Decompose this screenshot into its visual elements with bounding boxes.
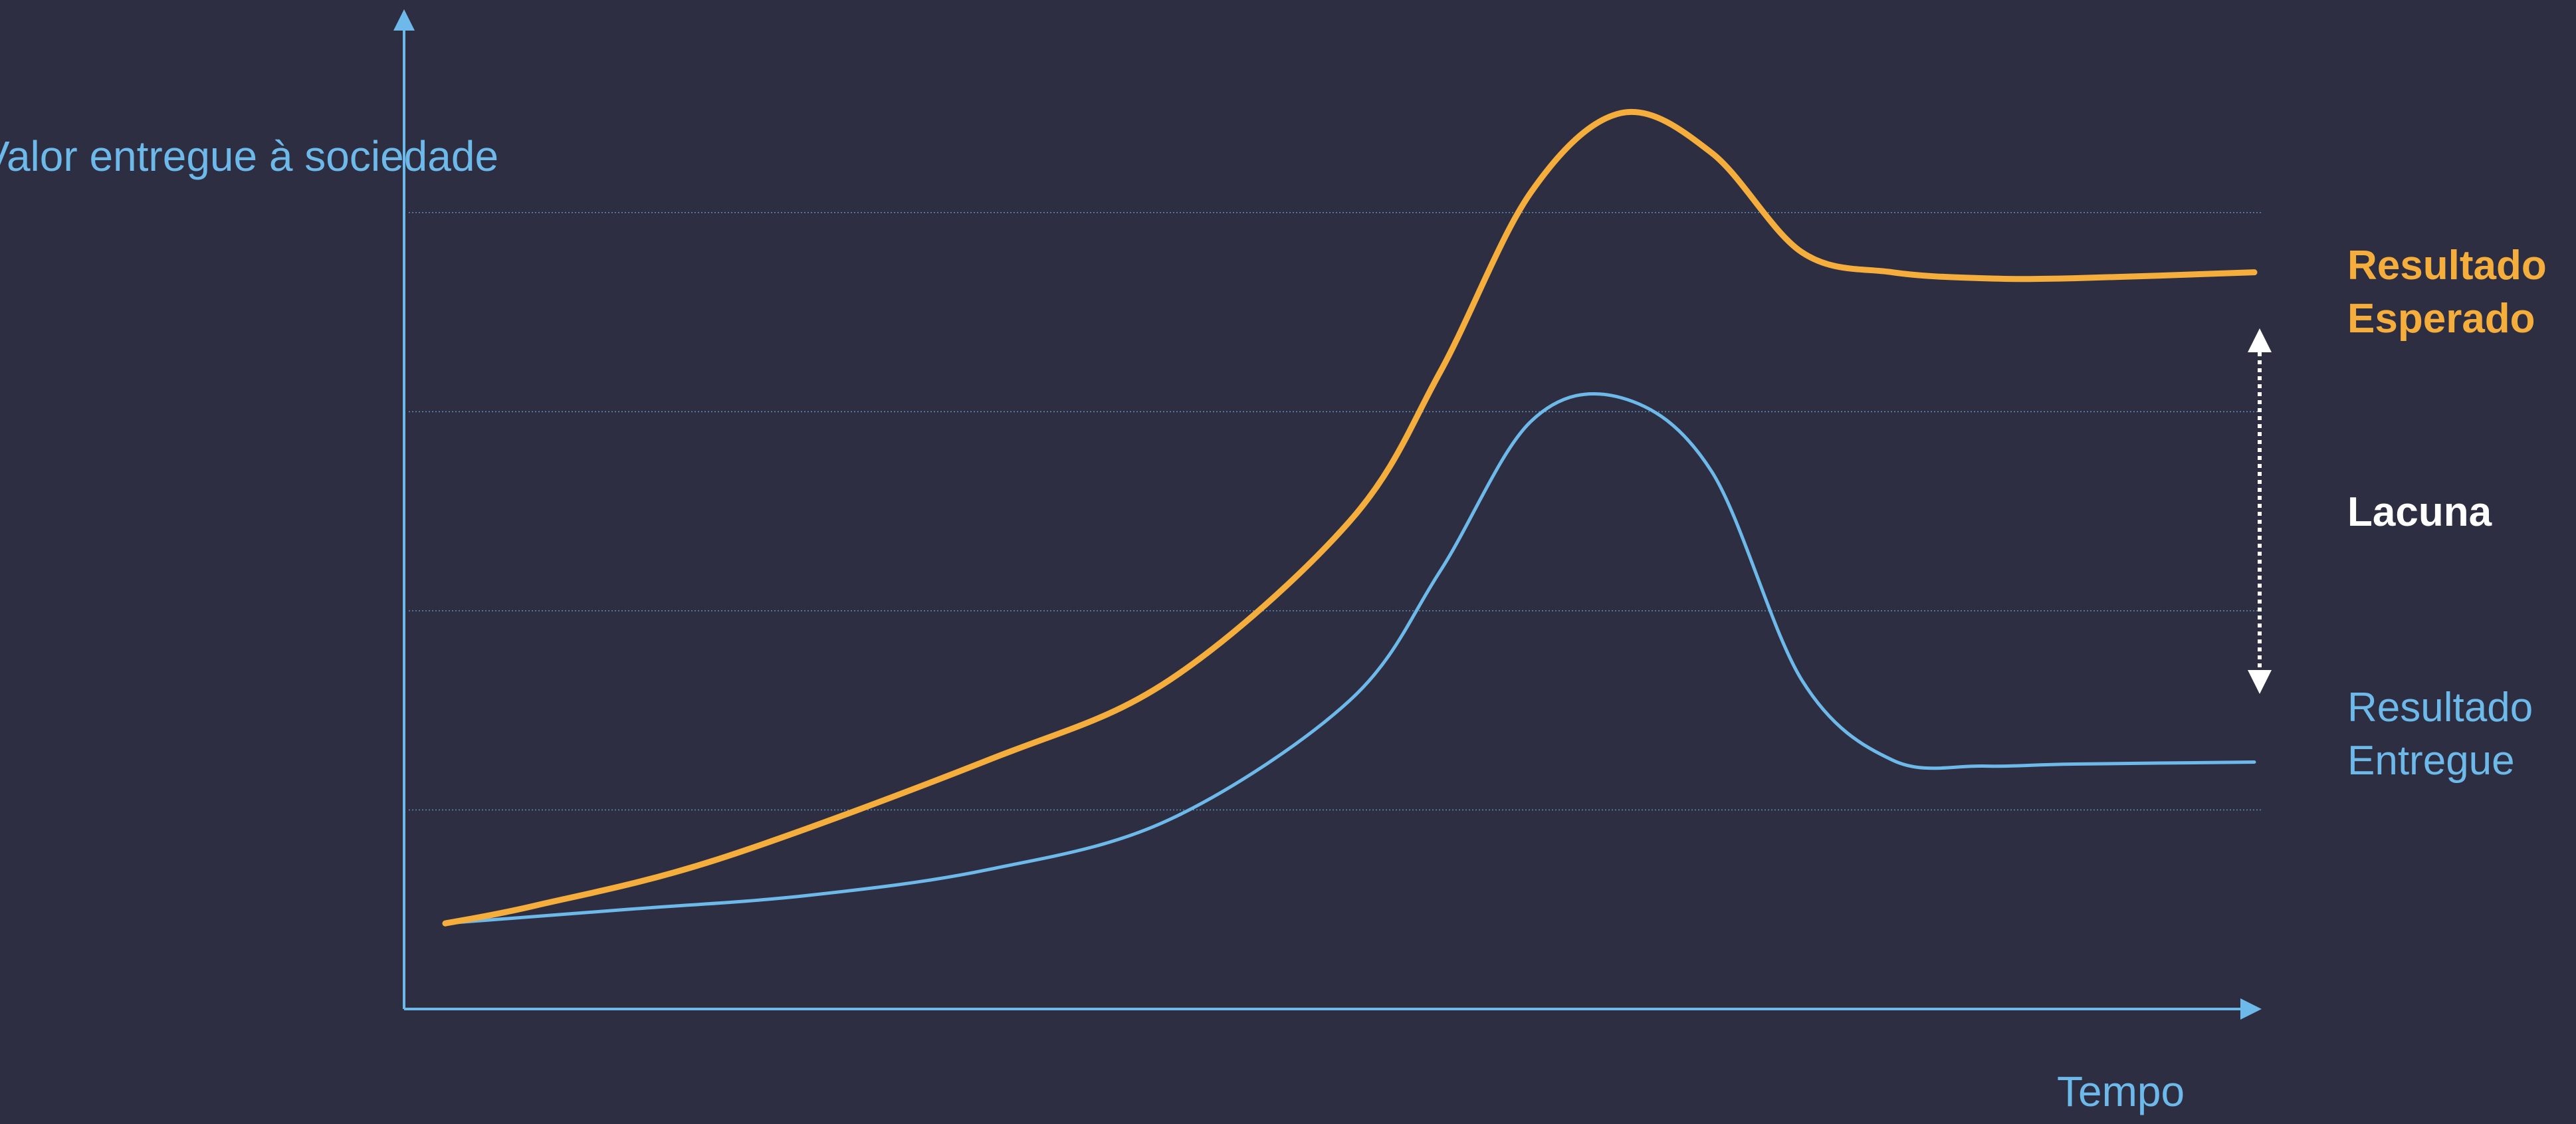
series-label-expected-line-1: Resultado — [2347, 243, 2547, 288]
series-label-delivered-line-1: Resultado — [2347, 685, 2533, 731]
x-axis-label: Tempo — [2057, 1068, 2185, 1115]
grid-lines — [409, 212, 2263, 811]
series-line-expected — [442, 108, 2258, 927]
series-line-delivered — [443, 392, 2256, 925]
series-label-delivered: Resultado Entregue — [2347, 681, 2533, 788]
gap-label: Lacuna — [2347, 489, 2492, 535]
y-axis-label: Valor entregue à sociedade — [0, 132, 499, 180]
axes — [393, 9, 2262, 1020]
series-label-expected: Resultado Esperado — [2347, 239, 2547, 346]
series-label-expected-line-2: Esperado — [2347, 296, 2535, 342]
series-group — [442, 108, 2258, 927]
series-label-delivered-line-2: Entregue — [2347, 738, 2515, 784]
